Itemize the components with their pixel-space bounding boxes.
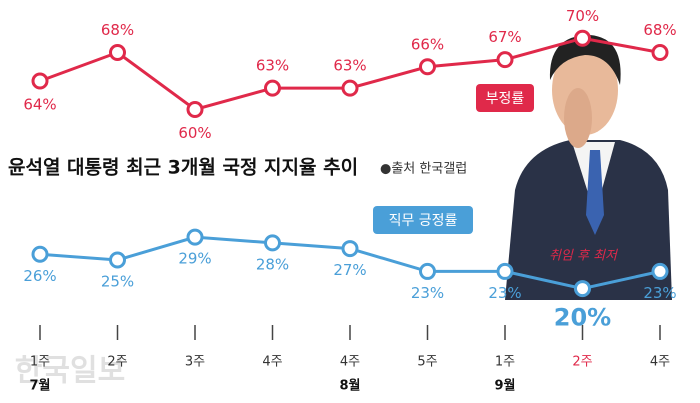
photo [505, 35, 672, 300]
point [264, 234, 281, 252]
point [109, 251, 126, 269]
point [31, 72, 49, 90]
legend-box [373, 206, 473, 234]
point [186, 101, 204, 118]
value-label: 23% [411, 284, 444, 302]
value-label: 68% [101, 21, 134, 39]
source: ●출처 한국갤럽 [380, 162, 467, 177]
x-tick-label: 1주 [30, 355, 50, 370]
value-label: 67% [488, 28, 521, 46]
x-tick-label: 4주 [340, 355, 360, 370]
point [419, 58, 436, 76]
x-tick-label: 5주 [417, 355, 437, 370]
point [186, 228, 204, 246]
x-tick-label: 2주 [107, 355, 127, 370]
x-tick-label: 3주 [185, 355, 205, 370]
x-tick-label: 4주 [650, 355, 670, 370]
legend-label: 직무 긍정률 [389, 213, 458, 229]
point [496, 262, 514, 280]
legend-label: 부정률 [486, 91, 525, 107]
chart-title: 윤석열 대통령 최근 3개월 국정 지지율 추이 [8, 157, 358, 179]
annotation: 취임 후 최저 [549, 249, 619, 264]
value-label: 66% [411, 35, 444, 53]
value-label: 23% [488, 284, 521, 302]
x-tick-label: 1주 [495, 355, 515, 370]
point [419, 262, 436, 280]
watermark: 한국일보 [15, 354, 125, 389]
value-label: 68% [643, 21, 676, 39]
value-label: 63% [256, 57, 289, 75]
value-label: 64% [23, 96, 56, 114]
point [341, 79, 359, 97]
month-label: 8월 [339, 378, 360, 394]
value-label: 63% [333, 57, 366, 75]
month-label: 7월 [29, 378, 50, 394]
point [574, 280, 591, 298]
value-label: 20% [554, 304, 611, 332]
legend-box [476, 84, 534, 112]
value-label: 29% [178, 250, 211, 268]
x-tick-label: 2주 [572, 355, 592, 370]
value-label: 26% [23, 267, 56, 285]
point [109, 44, 126, 61]
point [651, 44, 669, 61]
value-label: 70% [566, 7, 599, 25]
point [651, 262, 669, 280]
point [574, 29, 591, 47]
value-label: 28% [256, 255, 289, 273]
point [264, 79, 281, 97]
point [31, 245, 49, 263]
value-label: 23% [643, 284, 676, 302]
value-label: 25% [101, 273, 134, 291]
value-label: 60% [178, 124, 211, 142]
x-tick-label: 4주 [262, 355, 282, 370]
month-label: 9월 [494, 378, 515, 394]
point [341, 240, 359, 258]
value-label: 27% [333, 261, 366, 279]
point [496, 51, 514, 69]
